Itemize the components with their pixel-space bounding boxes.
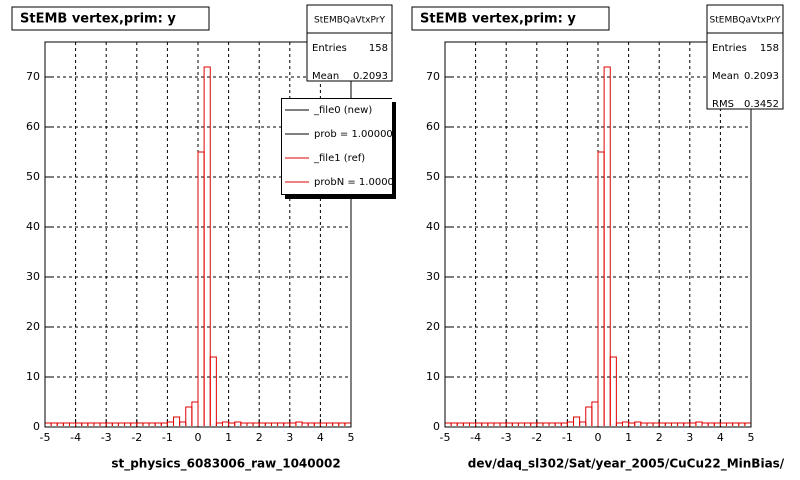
stats-name: StEMBQaVtxPrY [710,16,781,26]
title-box [11,6,210,31]
x-tick-label: 3 [286,431,293,444]
x-tick-label: 1 [625,431,632,444]
x-tick-label: -5 [440,431,451,444]
stats-name: StEMBQaVtxPrY [314,16,385,26]
stats-value: 0.2093 [744,71,779,82]
histogram-bin [209,356,217,426]
plot-border [44,41,352,428]
y-tick-label: 60 [426,120,440,133]
stats-label: Mean [312,71,339,82]
legend-label: probN = 1.000000 [314,177,407,188]
stats-box [306,4,393,82]
x-tick-label: 4 [717,431,724,444]
stats-value: 158 [760,43,779,54]
x-tick-label: 4 [317,431,324,444]
x-tick-label: 5 [748,431,755,444]
x-tick-label: 1 [225,431,232,444]
x-axis-label: st_physics_6083006_raw_1040002 [111,457,340,472]
x-axis-label: dev/daq_sl302/Sat/year_2005/CuCu22_MinBi… [468,457,785,472]
legend-label: _file1 (ref) [313,153,365,164]
histogram-bin [603,66,611,426]
x-tick-label: -5 [40,431,51,444]
x-tick-label: 2 [656,431,663,444]
x-tick-label: -4 [70,431,81,444]
y-tick-label: 50 [26,170,40,183]
chart-title: StEMB vertex,prim: y [20,12,176,27]
stats-value: 0.2093 [353,71,388,82]
x-tick-label: -4 [470,431,481,444]
stats-box [706,4,784,110]
stats-label: Entries [712,43,747,54]
x-tick-label: -2 [531,431,542,444]
x-tick-label: 5 [348,431,355,444]
y-tick-label: 50 [426,170,440,183]
x-tick-label: 2 [256,431,263,444]
legend-box [281,98,392,195]
y-tick-label: 0 [33,420,40,433]
y-tick-label: 40 [26,220,40,233]
x-tick-label: -2 [131,431,142,444]
x-tick-label: 0 [195,431,202,444]
y-tick-label: 70 [26,70,40,83]
stats-label: Entries [312,43,347,54]
histogram-bin [203,66,211,426]
x-tick-label: 3 [686,431,693,444]
stats-value: 158 [369,43,388,54]
legend: _file0 (new) prob = 1.000000 _file1 (ref) p… [281,98,407,195]
title-box [411,6,610,31]
x-tick-label: -3 [501,431,512,444]
stats-label: RMS [712,99,734,110]
y-tick-label: 30 [426,270,440,283]
stats-value: 0.3452 [744,99,779,110]
x-tick-label: -3 [101,431,112,444]
y-tick-label: 20 [426,320,440,333]
legend-label: prob = 1.000000 [314,129,399,140]
y-tick-label: 40 [426,220,440,233]
y-tick-label: 30 [26,270,40,283]
legend-label: _file0 (new) [313,105,372,116]
chart-title: StEMB vertex,prim: y [420,12,576,27]
y-tick-label: 70 [426,70,440,83]
plot-border [444,41,752,428]
x-tick-label: -1 [562,431,573,444]
y-tick-label: 20 [26,320,40,333]
y-tick-label: 60 [26,120,40,133]
y-tick-label: 10 [426,370,440,383]
histogram-bin [609,356,617,426]
y-tick-label: 10 [26,370,40,383]
stats-label: Mean [712,71,739,82]
x-tick-label: 0 [595,431,602,444]
y-tick-label: 0 [433,420,440,433]
x-tick-label: -1 [162,431,173,444]
